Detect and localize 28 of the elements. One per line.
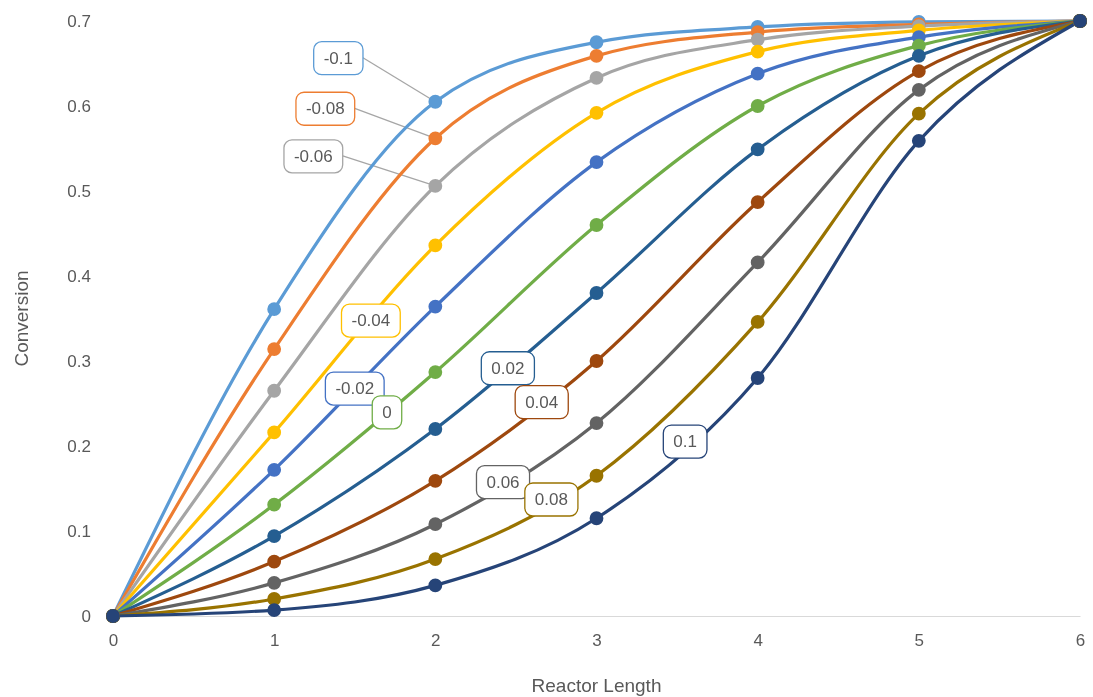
y-tick-label: 0.2 bbox=[67, 436, 91, 456]
series-label: 0.06 bbox=[486, 472, 520, 492]
x-tick-label: 0 bbox=[108, 631, 119, 651]
y-tick-label: 0.3 bbox=[67, 351, 91, 371]
y-tick-label: 0.5 bbox=[67, 181, 91, 201]
text: -0.1 bbox=[323, 48, 353, 68]
series-label: 0.08 bbox=[534, 490, 568, 510]
series-label: 0.04 bbox=[525, 392, 559, 412]
series-label: 0 bbox=[382, 402, 392, 422]
y-tick-label: 0.1 bbox=[67, 521, 91, 541]
x-tick-label: 5 bbox=[914, 631, 925, 651]
x-tick-label: 1 bbox=[269, 631, 280, 651]
y-axis-title: Conversion bbox=[11, 270, 32, 367]
x-axis-title: Reactor Length bbox=[531, 675, 662, 696]
y-tick-label: 0 bbox=[81, 606, 91, 626]
x-tick-label: 6 bbox=[1075, 631, 1086, 651]
x-tick-label: 4 bbox=[753, 631, 763, 651]
x-tick-label: 3 bbox=[592, 631, 602, 651]
series-label: 0.02 bbox=[491, 358, 525, 378]
text: -0.08 bbox=[305, 99, 345, 119]
series-label: -0.02 bbox=[335, 379, 375, 399]
y-tick-label: 0.6 bbox=[67, 96, 91, 116]
y-tick-label: 0.7 bbox=[67, 11, 91, 31]
series-label: 0.1 bbox=[673, 432, 697, 452]
series-label: -0.04 bbox=[351, 311, 391, 331]
y-tick-label: 0.4 bbox=[67, 266, 91, 286]
text: -0.06 bbox=[293, 146, 333, 166]
x-tick-label: 2 bbox=[431, 631, 441, 651]
